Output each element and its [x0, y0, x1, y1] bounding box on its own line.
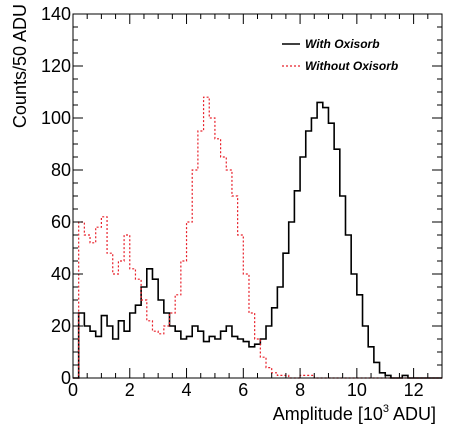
- y-tick-label: 120: [41, 56, 71, 76]
- y-tick-label: 60: [51, 212, 71, 232]
- y-tick-labels: 0 20 40 60 80 100 120 140: [41, 4, 71, 388]
- y-tick-label: 0: [61, 368, 71, 388]
- x-axis-title-suffix: ADU]: [389, 404, 436, 424]
- y-axis-title: Counts/50 ADU: [10, 4, 30, 128]
- plot-area: [72, 13, 443, 379]
- y-tick-label: 100: [41, 108, 71, 128]
- x-tick-label: 12: [404, 380, 424, 400]
- x-axis-title-superscript: 3: [383, 403, 389, 415]
- x-tick-label: 0: [68, 380, 78, 400]
- y-tick-label: 80: [51, 160, 71, 180]
- legend-label-without-oxisorb: Without Oxisorb: [305, 59, 398, 73]
- y-tick-label: 140: [41, 4, 71, 24]
- x-tick-label: 10: [347, 380, 367, 400]
- x-tick-label: 2: [125, 380, 135, 400]
- legend-label-with-oxisorb: With Oxisorb: [305, 37, 380, 51]
- x-tick-label: 6: [238, 380, 248, 400]
- x-tick-label: 4: [182, 380, 192, 400]
- y-tick-label: 40: [51, 264, 71, 284]
- x-tick-label: 8: [295, 380, 305, 400]
- series-with-oxisorb: [73, 101, 442, 379]
- legend: With Oxisorb Without Oxisorb: [282, 37, 398, 73]
- x-tick-labels: 0 2 4 6 8 10 12: [68, 380, 424, 400]
- y-tick-label: 20: [51, 316, 71, 336]
- x-axis-title-prefix: Amplitude [10: [273, 404, 383, 424]
- x-axis-title: Amplitude [103 ADU]: [273, 403, 436, 424]
- series-without-oxisorb: [73, 96, 442, 379]
